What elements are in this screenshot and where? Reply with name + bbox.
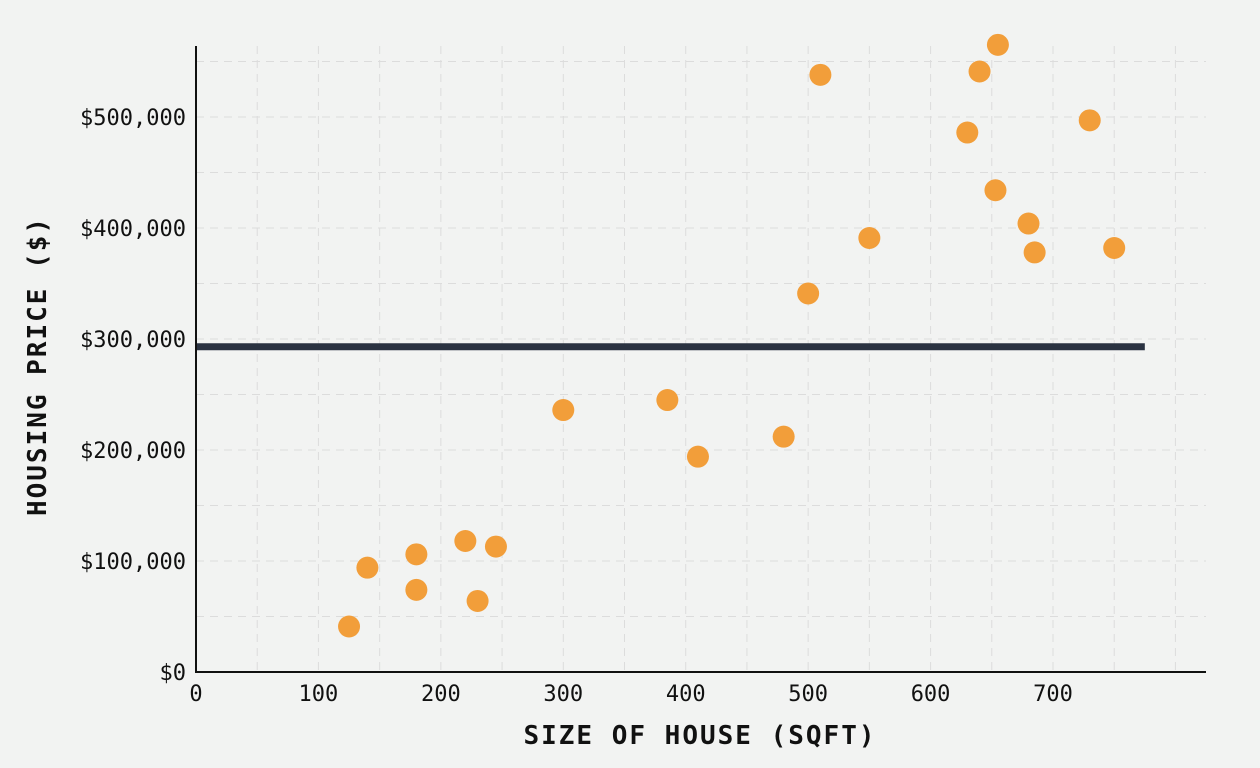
x-tick-label: 0 [189,682,202,707]
data-point-5 [466,589,489,612]
data-point-9 [686,445,709,468]
data-point-10 [772,425,795,448]
x-tick-label: 200 [421,682,461,707]
data-point-0 [338,615,361,638]
data-point-12 [809,63,832,86]
data-point-14 [956,121,979,144]
data-point-15 [968,60,991,83]
data-point-3 [405,578,428,601]
x-tick-label: 400 [666,682,706,707]
y-tick-label: $500,000 [80,106,186,131]
x-tick-label: 100 [299,682,339,707]
x-tick-label: 500 [788,682,828,707]
data-point-4 [454,530,477,553]
data-point-18 [1017,212,1040,235]
x-axis-title: SIZE OF HOUSE (SQFT) [523,721,876,751]
data-point-13 [858,226,881,249]
data-point-16 [984,179,1007,202]
data-point-6 [484,535,507,558]
y-tick-label: $300,000 [80,328,186,353]
tick-labels: 0 100 200 300 400 500 600 700 $0 $100,000 $200,000… [80,106,1073,707]
axes [195,46,1206,673]
x-tick-label: 600 [911,682,951,707]
data-point-8 [656,389,679,412]
y-tick-label: $400,000 [80,217,186,242]
y-tick-label: $100,000 [80,550,186,575]
grid-lines [196,46,1206,672]
data-point-19 [1023,241,1046,264]
data-point-21 [1103,236,1126,259]
data-point-1 [356,556,379,579]
x-tick-label: 700 [1033,682,1073,707]
data-point-17 [986,33,1009,56]
y-tick-label: $0 [160,661,187,686]
data-points [338,33,1126,638]
data-point-11 [797,282,820,305]
data-point-20 [1078,109,1101,132]
x-tick-label: 300 [543,682,583,707]
data-point-2 [405,543,428,566]
data-point-7 [552,399,575,422]
y-tick-label: $200,000 [80,439,186,464]
y-axis-title: HOUSING PRICE ($) [23,216,53,516]
